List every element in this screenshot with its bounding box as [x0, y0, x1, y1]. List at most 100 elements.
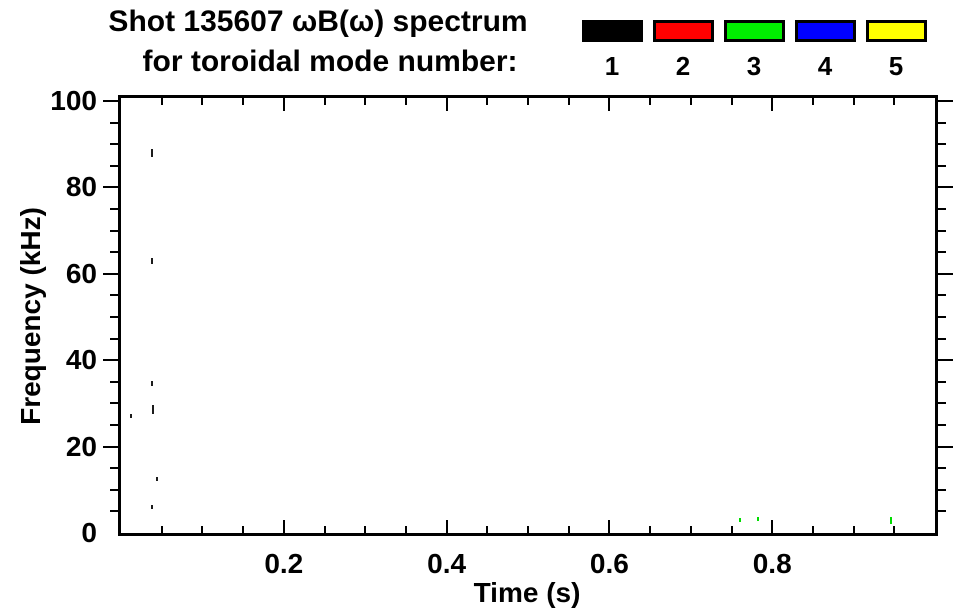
y-right-minor-tick [938, 424, 946, 426]
x-top-minor-tick [690, 98, 692, 105]
y-left-minor-tick [110, 294, 118, 296]
y-right-minor-tick [938, 230, 946, 232]
x-minor-tick [568, 526, 570, 533]
x-minor-tick [649, 526, 651, 533]
x-minor-tick [201, 526, 203, 533]
x-top-minor-tick [364, 98, 366, 105]
x-top-minor-tick [201, 98, 203, 105]
y-right-major-tick [938, 273, 953, 275]
y-right-minor-tick [938, 489, 946, 491]
y-right-minor-tick [938, 467, 946, 469]
x-minor-tick [242, 526, 244, 533]
legend-swatch-2 [653, 20, 714, 42]
y-right-minor-tick [938, 143, 946, 145]
x-minor-tick [731, 526, 733, 533]
data-point-mode-1 [151, 258, 153, 264]
x-tick-label: 0.6 [589, 548, 629, 579]
x-minor-tick [405, 526, 407, 533]
y-left-minor-tick [110, 208, 118, 210]
y-tick-label: 60 [65, 257, 97, 289]
x-top-major-tick [283, 98, 285, 111]
x-top-minor-tick [893, 98, 895, 105]
x-tick-label: 0.8 [752, 548, 792, 579]
x-minor-tick [853, 526, 855, 533]
y-left-major-tick [103, 359, 118, 361]
data-point-mode-1 [152, 405, 154, 414]
data-point-mode-3 [739, 518, 741, 522]
page-title-line2: for toroidal mode number: [142, 45, 518, 78]
x-top-minor-tick [853, 98, 855, 105]
y-left-minor-tick [110, 467, 118, 469]
y-left-minor-tick [110, 489, 118, 491]
plot-area [118, 95, 938, 536]
legend-label-2: 2 [675, 51, 691, 81]
x-top-minor-tick [568, 98, 570, 105]
y-left-minor-tick [110, 165, 118, 167]
x-top-major-tick [608, 98, 610, 111]
data-point-mode-1 [156, 477, 158, 481]
legend-swatch-3 [724, 20, 785, 42]
y-left-minor-tick [110, 510, 118, 512]
y-tick-label: 100 [50, 85, 97, 116]
y-axis-title: Frequency (kHz) [15, 207, 46, 425]
y-tick-label: 80 [65, 171, 97, 203]
y-left-minor-tick [110, 424, 118, 426]
y-right-major-tick [938, 186, 953, 188]
x-top-minor-tick [649, 98, 651, 105]
y-right-minor-tick [938, 165, 946, 167]
x-top-minor-tick [405, 98, 407, 105]
y-left-minor-tick [110, 338, 118, 340]
y-left-major-tick [103, 273, 118, 275]
x-top-minor-tick [812, 98, 814, 105]
x-tick-label: 0.2 [264, 548, 304, 579]
y-left-minor-tick [110, 122, 118, 124]
page-title-line1: Shot 135607 ωB(ω) spectrum [108, 5, 528, 38]
x-major-tick [446, 520, 448, 533]
x-top-major-tick [771, 98, 773, 111]
y-right-major-tick [938, 446, 953, 448]
y-right-major-tick [938, 100, 953, 102]
y-tick-label: 20 [65, 430, 97, 462]
x-minor-tick [893, 526, 895, 533]
y-left-major-tick [103, 446, 118, 448]
y-left-minor-tick [110, 316, 118, 318]
y-tick-label: 40 [65, 344, 97, 376]
x-top-minor-tick [731, 98, 733, 105]
y-left-minor-tick [110, 230, 118, 232]
x-top-minor-tick [527, 98, 529, 105]
legend-swatch-4 [795, 20, 856, 42]
x-minor-tick [812, 526, 814, 533]
data-point-mode-3 [757, 517, 759, 521]
y-tick-label: 0 [81, 517, 97, 548]
legend-label-1: 1 [604, 51, 620, 81]
x-minor-tick [161, 526, 163, 533]
y-left-minor-tick [110, 251, 118, 253]
x-top-minor-tick [242, 98, 244, 105]
x-top-minor-tick [161, 98, 163, 105]
y-left-minor-tick [110, 143, 118, 145]
y-right-minor-tick [938, 122, 946, 124]
x-minor-tick [486, 526, 488, 533]
y-left-major-tick [103, 186, 118, 188]
legend-label-3: 3 [746, 51, 762, 81]
legend-label-4: 4 [817, 51, 833, 81]
y-right-minor-tick [938, 338, 946, 340]
data-point-mode-3 [890, 517, 892, 524]
y-right-major-tick [938, 359, 953, 361]
x-minor-tick [324, 526, 326, 533]
data-point-mode-1 [151, 505, 153, 509]
y-left-major-tick [103, 100, 118, 102]
x-top-minor-tick [324, 98, 326, 105]
x-minor-tick [364, 526, 366, 533]
x-major-tick [283, 520, 285, 533]
data-point-mode-1 [151, 381, 153, 386]
y-right-minor-tick [938, 402, 946, 404]
data-point-mode-1 [130, 414, 132, 418]
x-top-major-tick [446, 98, 448, 111]
y-left-minor-tick [110, 381, 118, 383]
y-left-minor-tick [110, 402, 118, 404]
y-right-minor-tick [938, 294, 946, 296]
legend-label-5: 5 [888, 51, 904, 81]
x-major-tick [608, 520, 610, 533]
y-right-minor-tick [938, 316, 946, 318]
